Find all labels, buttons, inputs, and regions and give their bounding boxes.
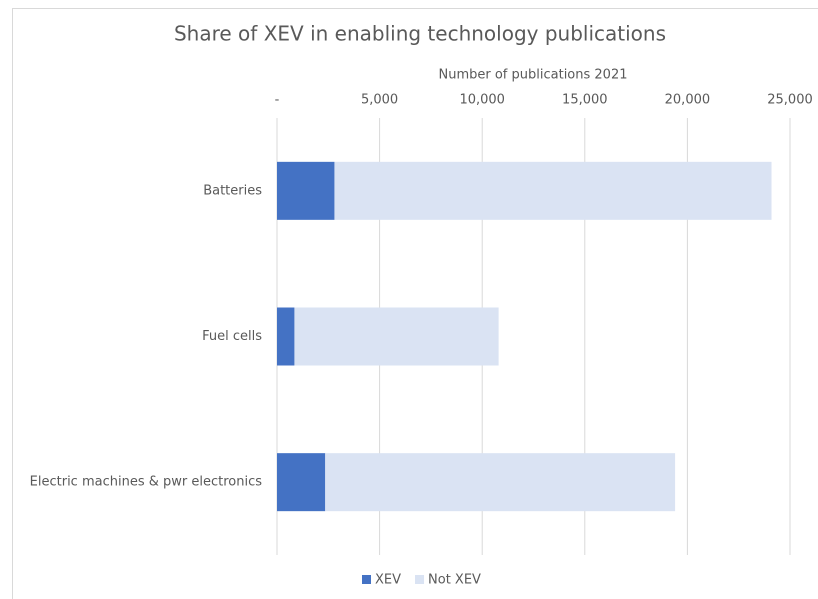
x-tick-label: 20,000 bbox=[665, 93, 711, 108]
bar-segment bbox=[334, 161, 772, 220]
legend-swatch bbox=[362, 575, 371, 584]
x-tick-label: 10,000 bbox=[459, 93, 505, 108]
x-tick-label: 15,000 bbox=[562, 93, 608, 108]
legend-label: Not XEV bbox=[428, 573, 481, 588]
y-tick-label: Batteries bbox=[203, 183, 262, 198]
chart-title: Share of XEV in enabling technology publ… bbox=[174, 22, 666, 46]
x-tick-label: 5,000 bbox=[361, 93, 398, 108]
bar-segment bbox=[277, 453, 326, 512]
bar-segment bbox=[277, 161, 335, 220]
x-tick-label: 25,000 bbox=[767, 93, 813, 108]
x-axis-title: Number of publications 2021 bbox=[439, 68, 628, 83]
legend-swatch bbox=[415, 575, 425, 584]
y-tick-label: Electric machines & pwr electronics bbox=[30, 475, 263, 490]
legend-label: XEV bbox=[375, 573, 401, 588]
bar-segment bbox=[277, 307, 295, 366]
y-tick-label: Fuel cells bbox=[202, 329, 262, 344]
bar-segment bbox=[294, 307, 499, 366]
bar-segment bbox=[325, 453, 676, 512]
x-tick-label: - bbox=[275, 93, 280, 108]
